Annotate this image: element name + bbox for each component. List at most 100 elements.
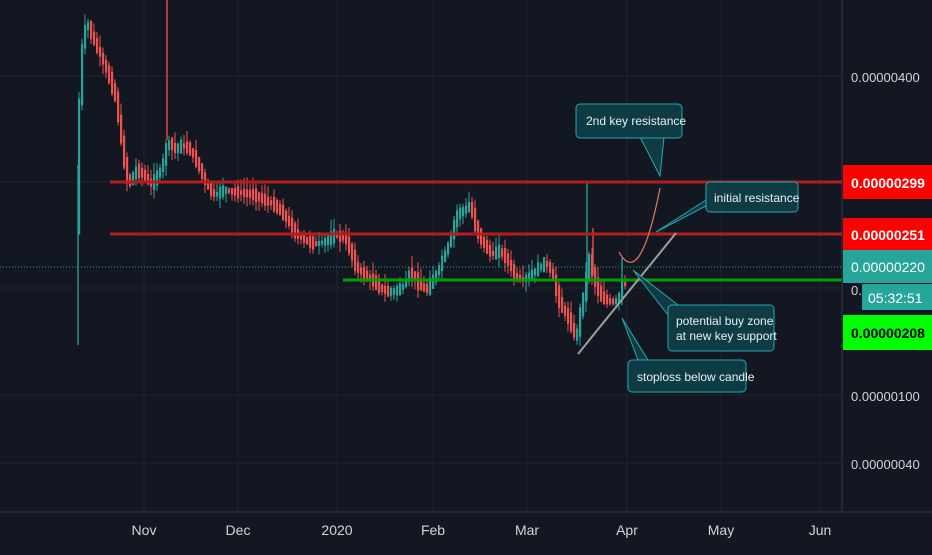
candle-body: [327, 235, 330, 246]
candle-body: [93, 31, 96, 45]
candle-body: [414, 271, 417, 282]
candle-body: [354, 249, 357, 272]
candle-body: [573, 322, 576, 338]
candle-body: [552, 268, 555, 282]
candle-body: [615, 298, 618, 305]
candle-body: [291, 217, 294, 235]
candle-body: [105, 60, 108, 73]
candle-body: [369, 274, 372, 281]
candle-body: [210, 182, 213, 196]
candle-body: [357, 261, 360, 273]
price-marker-countdown: 05:32:51: [862, 284, 932, 310]
candle-body: [264, 193, 267, 206]
grid-lines: [0, 0, 842, 512]
candle-body: [195, 149, 198, 167]
candle-body: [201, 163, 204, 179]
candle-body: [138, 163, 141, 179]
annotation-box: [705, 181, 799, 213]
candle-body: [516, 273, 519, 279]
annotation-text: stoploss below candle: [637, 370, 755, 384]
candle-body: [486, 239, 489, 254]
annotation-text: 2nd key resistance: [586, 114, 686, 128]
candle-body: [78, 98, 81, 234]
candle-body: [309, 235, 312, 248]
candle-body: [294, 222, 297, 239]
candle-body: [408, 270, 411, 282]
y-tick-label-hidden: 0.: [851, 283, 862, 298]
candle-body: [375, 275, 378, 290]
annotation-pointer: [639, 136, 665, 178]
annotation-pointer: [621, 317, 649, 361]
candle-body: [219, 186, 222, 199]
candle-body: [618, 292, 621, 304]
candle-body: [432, 274, 435, 289]
candle-body: [324, 238, 327, 246]
candle-body: [594, 267, 597, 287]
candle-body: [468, 202, 471, 213]
candle-body: [606, 294, 609, 305]
x-axis-labels: Nov Dec 2020 Feb Mar Apr May Jun: [132, 522, 832, 538]
candle-body: [549, 262, 552, 273]
candle-body: [111, 71, 114, 94]
candle-body: [249, 190, 252, 198]
candle-body: [576, 328, 579, 341]
candle-body: [600, 285, 603, 302]
candle-body: [87, 22, 90, 31]
candle-body: [339, 230, 342, 242]
candle-body: [285, 210, 288, 222]
candle-body: [135, 166, 138, 180]
candle-body: [90, 20, 93, 40]
candle-body: [177, 143, 180, 154]
candle-body: [342, 233, 345, 241]
candle-body: [396, 285, 399, 296]
candle-body: [483, 236, 486, 248]
candle-body: [609, 298, 612, 304]
candle-body: [393, 288, 396, 295]
candle-body: [453, 219, 456, 240]
annotation-second-key-resistance: 2nd key resistance: [575, 103, 686, 178]
candle-body: [99, 46, 102, 57]
candle-body: [171, 137, 174, 151]
x-tick-label-nov: Nov: [132, 522, 157, 538]
candle-body: [114, 83, 117, 102]
candle-body: [246, 189, 249, 198]
candle-body: [624, 282, 627, 286]
candle-body: [534, 268, 537, 276]
candle-body: [456, 210, 459, 228]
candle-body: [477, 220, 480, 239]
candle-body: [183, 143, 186, 149]
candle-body: [141, 167, 144, 178]
annotation-box: [667, 304, 775, 352]
price-marker-resistance-1-label: 0.00000251: [851, 227, 925, 243]
candle-body: [363, 267, 366, 281]
candle-body: [597, 277, 600, 296]
candle-body: [315, 240, 318, 247]
candle-body: [117, 91, 120, 123]
candle-body: [204, 172, 207, 186]
candle-body: [426, 283, 429, 294]
candle-body: [237, 186, 240, 199]
candle-body: [243, 188, 246, 197]
x-tick-label-2020: 2020: [321, 522, 352, 538]
candle-body: [435, 270, 438, 283]
candle-body: [351, 243, 354, 261]
candle-body: [273, 197, 276, 212]
candle-body: [255, 188, 258, 203]
candle-body: [498, 244, 501, 258]
candle-body: [345, 235, 348, 245]
candle-body: [564, 305, 567, 316]
candle-body: [333, 228, 336, 244]
candle-body: [438, 264, 441, 276]
candle-body: [96, 37, 99, 53]
candle-body: [480, 228, 483, 245]
candle-body: [537, 262, 540, 277]
y-axis-labels: 0.00000400 0.00000100 0.00000040 0.: [851, 70, 920, 472]
y-tick-label-400: 0.00000400: [851, 70, 920, 85]
candle-body: [306, 236, 309, 245]
candle-body: [519, 274, 522, 281]
candle-body: [402, 284, 405, 290]
candle-body: [156, 170, 159, 186]
